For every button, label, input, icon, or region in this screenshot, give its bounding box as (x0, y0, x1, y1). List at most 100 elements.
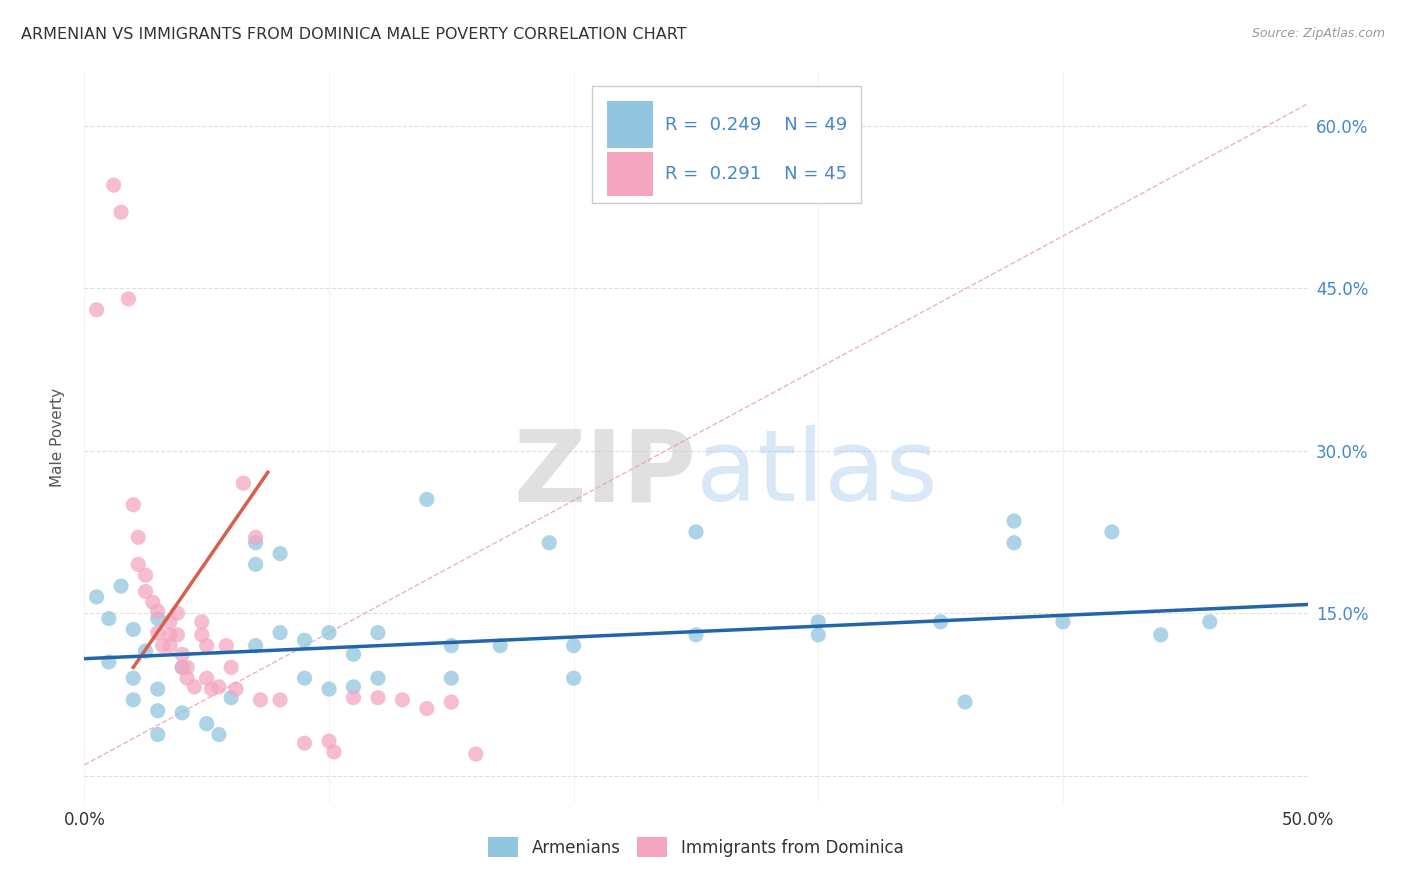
Point (294, 736, 316, 750)
Point (166, 606, 188, 620)
Point (159, 615, 181, 629)
Point (127, 558, 149, 572)
Point (172, 660, 194, 674)
Point (440, 671, 463, 685)
Text: atlas: atlas (696, 425, 938, 522)
Point (146, 681, 169, 696)
Point (172, 648, 194, 662)
Point (127, 530, 149, 544)
Point (172, 706, 194, 720)
Point (440, 639, 463, 653)
Point (416, 492, 439, 507)
Point (146, 704, 169, 718)
Point (416, 701, 439, 715)
Point (110, 205, 132, 219)
Point (191, 615, 214, 629)
Point (464, 747, 486, 761)
Point (318, 734, 340, 748)
Point (97, 655, 120, 669)
Point (191, 628, 214, 642)
Point (135, 584, 157, 599)
Point (294, 671, 316, 685)
Point (159, 639, 181, 653)
Point (103, 178, 125, 193)
Point (97, 611, 120, 625)
Point (440, 695, 463, 709)
Point (953, 695, 976, 709)
Point (685, 524, 707, 539)
Point (135, 644, 157, 658)
Point (219, 660, 242, 674)
Point (245, 639, 267, 653)
Point (318, 625, 340, 640)
Point (269, 625, 291, 640)
Point (172, 660, 194, 674)
Point (269, 547, 291, 561)
Point (342, 648, 364, 662)
Point (142, 595, 165, 609)
Point (391, 693, 413, 707)
Point (367, 671, 389, 685)
Point (122, 498, 145, 512)
Point (176, 660, 198, 674)
Point (685, 628, 707, 642)
Point (1101, 524, 1123, 539)
Legend: Armenians, Immigrants from Dominica: Armenians, Immigrants from Dominica (488, 838, 904, 856)
Point (176, 671, 198, 685)
Point (1198, 615, 1220, 629)
Point (195, 671, 218, 685)
Point (929, 615, 952, 629)
Point (232, 476, 254, 491)
FancyBboxPatch shape (592, 86, 860, 203)
Point (208, 727, 231, 741)
Point (86, 302, 108, 317)
Point (245, 530, 267, 544)
Text: Source: ZipAtlas.com: Source: ZipAtlas.com (1251, 27, 1385, 40)
Point (807, 628, 830, 642)
Point (208, 680, 231, 694)
Point (489, 639, 512, 653)
Point (200, 681, 222, 696)
Point (342, 690, 364, 705)
Point (146, 604, 169, 618)
Point (146, 727, 169, 741)
Point (807, 615, 830, 629)
Point (1002, 535, 1025, 549)
Point (367, 625, 389, 640)
Point (146, 611, 169, 625)
Point (249, 693, 271, 707)
Point (245, 558, 267, 572)
Point (562, 671, 585, 685)
FancyBboxPatch shape (606, 101, 654, 148)
Point (159, 628, 181, 642)
Point (342, 680, 364, 694)
Point (152, 639, 174, 653)
Point (117, 292, 139, 306)
Point (322, 745, 344, 759)
Text: ZIP: ZIP (513, 425, 696, 522)
Point (269, 693, 291, 707)
Point (562, 639, 585, 653)
Point (538, 535, 561, 549)
FancyBboxPatch shape (606, 152, 654, 195)
Point (318, 681, 340, 696)
Y-axis label: Male Poverty: Male Poverty (51, 387, 65, 487)
Point (215, 639, 238, 653)
Text: R =  0.291    N = 45: R = 0.291 N = 45 (665, 165, 848, 183)
Point (195, 716, 218, 731)
Point (146, 625, 169, 640)
Point (225, 681, 247, 696)
Point (1052, 615, 1074, 629)
Point (166, 628, 188, 642)
Text: ARMENIAN VS IMMIGRANTS FROM DOMINICA MALE POVERTY CORRELATION CHART: ARMENIAN VS IMMIGRANTS FROM DOMINICA MAL… (21, 27, 686, 42)
Point (1002, 514, 1025, 528)
Point (122, 623, 145, 637)
Point (86, 590, 108, 604)
Point (122, 693, 145, 707)
Point (367, 690, 389, 705)
Point (245, 535, 267, 549)
Point (110, 579, 132, 593)
Point (294, 633, 316, 648)
Point (1150, 628, 1173, 642)
Point (219, 690, 242, 705)
